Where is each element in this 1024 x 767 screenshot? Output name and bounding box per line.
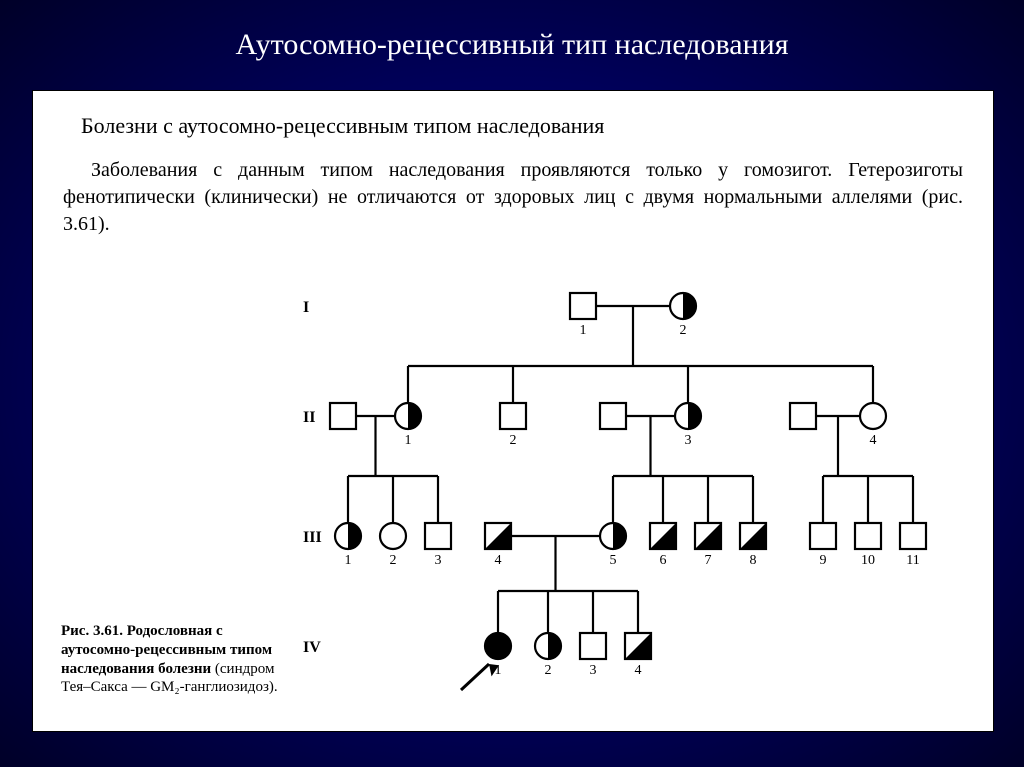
content-card: Болезни с аутосомно-рецессивным типом на…: [32, 90, 994, 732]
generation-label: I: [303, 299, 309, 316]
individual-index: 3: [685, 433, 692, 448]
individual-index: 2: [680, 323, 687, 338]
individual-index: 3: [435, 553, 442, 568]
individual-index: 1: [580, 323, 587, 338]
male-symbol: [600, 403, 626, 429]
individual-index: 4: [495, 553, 502, 568]
generation-label: II: [303, 409, 315, 426]
individual-index: 4: [870, 433, 877, 448]
male-symbol: [810, 523, 836, 549]
female-symbol: [860, 403, 886, 429]
individual-index: 2: [390, 553, 397, 568]
individual-index: 5: [610, 553, 617, 568]
individual-index: 9: [820, 553, 827, 568]
slide-title: Аутосомно-рецессивный тип наследования: [0, 0, 1024, 62]
generation-label: IV: [303, 639, 321, 656]
individual-index: 2: [510, 433, 517, 448]
pedigree-diagram: IIIIIIIV12123412345678910111234: [283, 276, 983, 716]
male-symbol: [570, 293, 596, 319]
male-symbol: [425, 523, 451, 549]
individual-index: 4: [635, 663, 642, 678]
figure-caption: Рис. 3.61. Родословная с аутосомно-рецес…: [61, 622, 291, 697]
individual-index: 11: [906, 553, 919, 568]
individual-index: 6: [660, 553, 667, 568]
generation-label: III: [303, 529, 322, 546]
section-heading: Болезни с аутосомно-рецессивным типом на…: [33, 91, 993, 147]
male-symbol: [500, 403, 526, 429]
individual-index: 10: [861, 553, 875, 568]
individual-index: 3: [590, 663, 597, 678]
male-symbol: [330, 403, 356, 429]
individual-index: 7: [705, 553, 712, 568]
individual-index: 2: [545, 663, 552, 678]
individual-index: 1: [345, 553, 352, 568]
individual-index: 1: [405, 433, 412, 448]
individual-index: 8: [750, 553, 757, 568]
proband-arrow: [461, 664, 489, 690]
male-symbol: [855, 523, 881, 549]
female-symbol: [380, 523, 406, 549]
male-symbol: [580, 633, 606, 659]
body-paragraph: Заболевания с данным типом наследования …: [33, 147, 993, 238]
slide: Аутосомно-рецессивный тип наследования Б…: [0, 0, 1024, 767]
male-symbol: [790, 403, 816, 429]
male-symbol: [900, 523, 926, 549]
